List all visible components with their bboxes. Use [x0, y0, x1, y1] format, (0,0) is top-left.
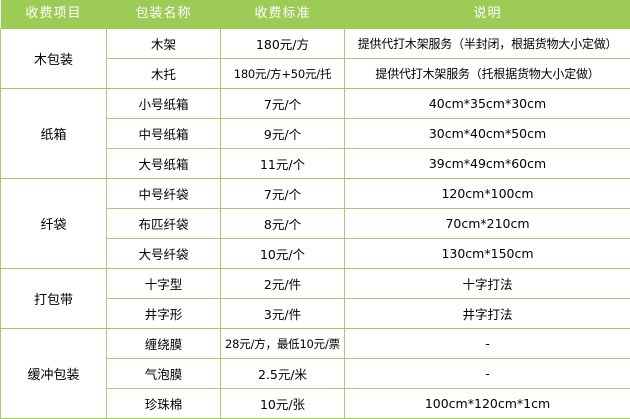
- fee-standard-cell: 28元/方，最低10元/票: [221, 329, 345, 359]
- category-cell: 缓冲包装: [1, 329, 107, 419]
- description-cell: 提供代打木架服务（半封闭，根据货物大小定做）: [345, 29, 630, 59]
- package-name-cell: 中号纸箱: [107, 119, 221, 149]
- description-cell: 120cm*100cm: [345, 179, 630, 209]
- table-header: 收费项目包装名称收费标准说明: [1, 0, 630, 29]
- description-cell: -: [345, 329, 630, 359]
- fee-standard-cell: 2.5元/米: [221, 359, 345, 389]
- fee-standard-cell: 10元/张: [221, 389, 345, 419]
- description-cell: 井字打法: [345, 299, 630, 329]
- description-cell: 130cm*150cm: [345, 239, 630, 269]
- header-row: 收费项目包装名称收费标准说明: [1, 0, 630, 29]
- description-cell: 十字打法: [345, 269, 630, 299]
- description-cell: 40cm*35cm*30cm: [345, 89, 630, 119]
- header-package-name: 包装名称: [107, 0, 221, 29]
- description-cell: 100cm*120cm*1cm: [345, 389, 630, 419]
- category-cell: 打包带: [1, 269, 107, 329]
- description-cell: -: [345, 359, 630, 389]
- package-name-cell: 缠绕膜: [107, 329, 221, 359]
- fee-standard-cell: 3元/件: [221, 299, 345, 329]
- fee-standard-cell: 9元/个: [221, 119, 345, 149]
- description-cell: 70cm*210cm: [345, 209, 630, 239]
- package-name-cell: 井字形: [107, 299, 221, 329]
- fee-standard-cell: 7元/个: [221, 179, 345, 209]
- fee-standard-cell: 180元/方: [221, 29, 345, 59]
- package-name-cell: 中号纤袋: [107, 179, 221, 209]
- package-name-cell: 小号纸箱: [107, 89, 221, 119]
- package-name-cell: 布匹纤袋: [107, 209, 221, 239]
- category-cell: 纤袋: [1, 179, 107, 269]
- fee-standard-cell: 2元/件: [221, 269, 345, 299]
- fee-standard-cell: 11元/个: [221, 149, 345, 179]
- fee-standard-cell: 10元/个: [221, 239, 345, 269]
- package-name-cell: 木架: [107, 29, 221, 59]
- package-name-cell: 十字型: [107, 269, 221, 299]
- package-name-cell: 木托: [107, 59, 221, 89]
- category-cell: 木包装: [1, 29, 107, 89]
- package-name-cell: 珍珠棉: [107, 389, 221, 419]
- fee-standard-cell: 180元/方+50元/托: [221, 59, 345, 89]
- header-fee-standard: 收费标准: [221, 0, 345, 29]
- package-name-cell: 气泡膜: [107, 359, 221, 389]
- package-name-cell: 大号纸箱: [107, 149, 221, 179]
- description-cell: 30cm*40cm*50cm: [345, 119, 630, 149]
- header-description: 说明: [345, 0, 630, 29]
- package-name-cell: 大号纤袋: [107, 239, 221, 269]
- description-cell: 提供代打木架服务（托根据货物大小定做）: [345, 59, 630, 89]
- category-cell: 纸箱: [1, 89, 107, 179]
- description-cell: 39cm*49cm*60cm: [345, 149, 630, 179]
- fee-standard-cell: 7元/个: [221, 89, 345, 119]
- fee-standard-cell: 8元/个: [221, 209, 345, 239]
- header-fee-item: 收费项目: [1, 0, 107, 29]
